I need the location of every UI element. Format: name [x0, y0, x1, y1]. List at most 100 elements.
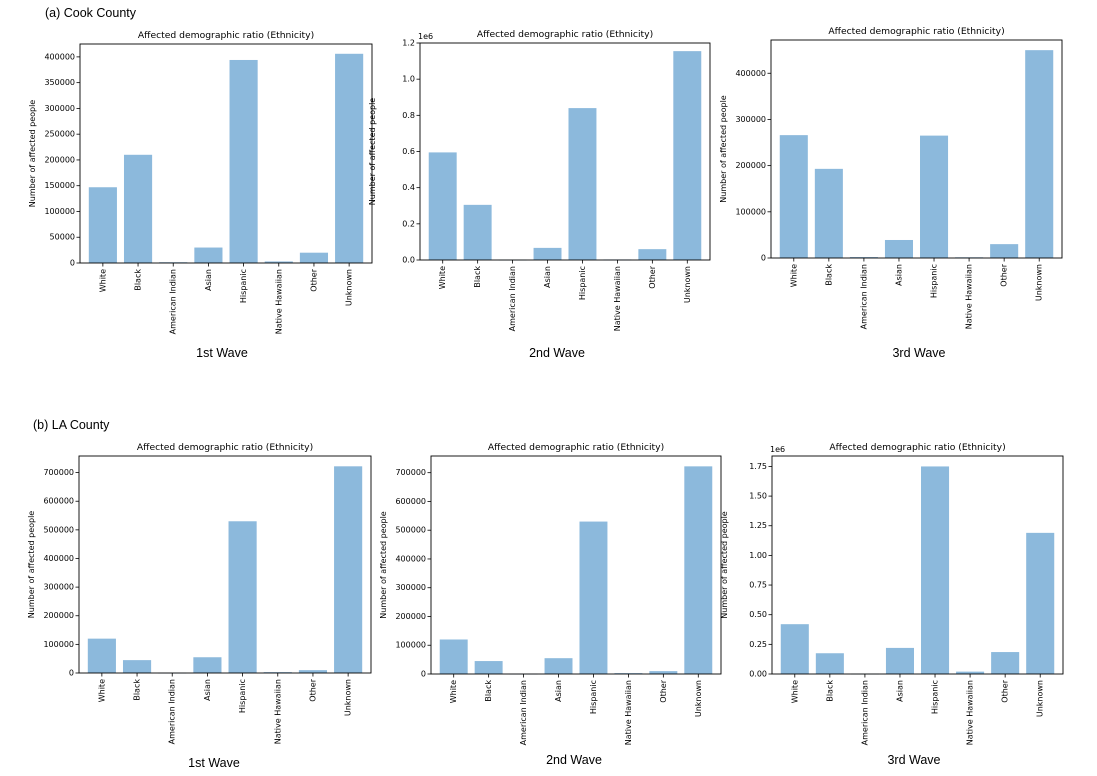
x-tick-label: Other [309, 268, 318, 291]
y-offset-label: 1e6 [418, 32, 433, 41]
bar-other [990, 244, 1019, 258]
y-tick-label: 1.00 [749, 551, 767, 560]
caption-cook-wave-2: 2nd Wave [529, 346, 585, 360]
x-tick-label: Asian [204, 269, 213, 291]
x-tick-label: American Indian [508, 266, 517, 331]
y-tick-label: 600000 [43, 497, 74, 506]
bar-asian [193, 657, 222, 673]
caption-cook-wave-3: 3rd Wave [892, 346, 946, 360]
x-tick-label: Unknown [694, 680, 703, 717]
chart-title: Affected demographic ratio (Ethnicity) [829, 442, 1005, 453]
section-label-la-county: (b) LA County [33, 418, 110, 432]
caption-la-wave-3: 3rd Wave [887, 753, 941, 767]
y-tick-label: 0.8 [402, 111, 415, 120]
x-tick-label: Black [824, 264, 833, 286]
bar-asian [194, 247, 223, 263]
chart-panel-5: White Black American Indian Asian Hispanic Na… [379, 442, 722, 745]
bar-black [463, 204, 492, 260]
y-axis-label: Number of affected people [27, 511, 36, 619]
y-tick-label: 0 [70, 259, 75, 268]
x-tick-label: American Indian [169, 269, 178, 334]
bar-hispanic [920, 135, 949, 258]
bar-asian [885, 647, 914, 674]
y-tick-label: 300000 [43, 583, 74, 592]
x-tick-label: Other [308, 678, 317, 701]
x-tick-label: Asian [554, 680, 563, 702]
chart-title: Affected demographic ratio (Ethnicity) [488, 442, 664, 453]
bar-asian [544, 658, 573, 674]
bar-native-hawaiian [264, 261, 293, 263]
x-tick-label: Hispanic [239, 269, 248, 303]
x-tick-label: Black [133, 679, 142, 701]
y-tick-label: 400000 [44, 52, 75, 61]
y-tick-label: 100000 [735, 207, 766, 216]
y-tick-label: 600000 [395, 497, 426, 506]
y-tick-label: 400000 [735, 69, 766, 78]
y-tick-label: 0.25 [749, 640, 767, 649]
x-tick-label: American Indian [859, 264, 868, 329]
chart-title: Affected demographic ratio (Ethnicity) [138, 30, 314, 41]
x-tick-label: Native Hawaiian [965, 264, 974, 329]
x-tick-label: Other [648, 265, 657, 288]
bar-hispanic [228, 521, 257, 673]
bar-black [474, 661, 503, 674]
bar-unknown [334, 466, 363, 673]
y-offset-label: 1e6 [770, 445, 785, 454]
x-tick-label: White [789, 264, 798, 287]
x-tick-label: Black [473, 266, 482, 288]
x-tick-label: Native Hawaiian [613, 266, 622, 331]
x-tick-label: Unknown [344, 679, 353, 716]
x-tick-label: Asian [894, 264, 903, 286]
x-tick-label: Asian [543, 266, 552, 288]
bar-black [122, 660, 152, 673]
x-tick-label: White [97, 679, 106, 702]
y-tick-label: 150000 [44, 181, 75, 190]
x-tick-label: Hispanic [931, 680, 940, 714]
x-tick-label: Unknown [1036, 680, 1045, 717]
bar-hispanic [568, 108, 597, 260]
y-tick-label: 500000 [395, 526, 426, 535]
y-tick-label: 200000 [43, 611, 74, 620]
x-tick-label: Other [1000, 263, 1009, 286]
y-tick-label: 1.75 [749, 462, 767, 471]
chart-title: Affected demographic ratio (Ethnicity) [828, 26, 1004, 37]
bar-hispanic [579, 521, 608, 674]
bar-other [649, 671, 678, 674]
bar-white [88, 187, 117, 263]
x-tick-label: Black [134, 269, 143, 291]
bar-white [87, 638, 116, 673]
y-tick-label: 1.50 [749, 492, 767, 501]
plot-frame [771, 455, 1064, 675]
bar-unknown [673, 51, 702, 260]
y-tick-label: 1.25 [749, 521, 767, 530]
x-tick-label: White [790, 680, 799, 703]
bar-american-indian [849, 257, 878, 258]
y-tick-label: 0.50 [749, 610, 767, 619]
caption-la-wave-1: 1st Wave [188, 756, 240, 770]
y-tick-label: 250000 [44, 130, 75, 139]
chart-title: Affected demographic ratio (Ethnicity) [137, 442, 313, 453]
y-tick-label: 100000 [43, 640, 74, 649]
x-tick-label: White [438, 266, 447, 289]
y-tick-label: 0.6 [402, 147, 415, 156]
bar-other [299, 252, 329, 263]
x-tick-label: Hispanic [930, 264, 939, 298]
bar-black [815, 653, 844, 674]
y-tick-label: 0 [69, 669, 74, 678]
chart-panel-6: White Black American Indian Asian Hispanic Na… [720, 442, 1064, 745]
y-tick-label: 100000 [44, 207, 75, 216]
y-axis-label: Number of affected people [719, 95, 728, 203]
x-tick-label: Other [1001, 679, 1010, 702]
x-tick-label: American Indian [168, 679, 177, 744]
y-tick-label: 400000 [43, 554, 74, 563]
x-tick-label: Unknown [345, 269, 354, 306]
x-tick-label: Native Hawaiian [274, 269, 283, 334]
y-tick-label: 300000 [735, 115, 766, 124]
y-tick-label: 50000 [50, 233, 75, 242]
x-tick-label: American Indian [860, 680, 869, 745]
x-tick-label: White [449, 680, 458, 703]
bar-black [814, 168, 843, 258]
caption-la-wave-2: 2nd Wave [546, 753, 602, 767]
y-tick-label: 700000 [395, 468, 426, 477]
plot-frame [78, 455, 372, 674]
